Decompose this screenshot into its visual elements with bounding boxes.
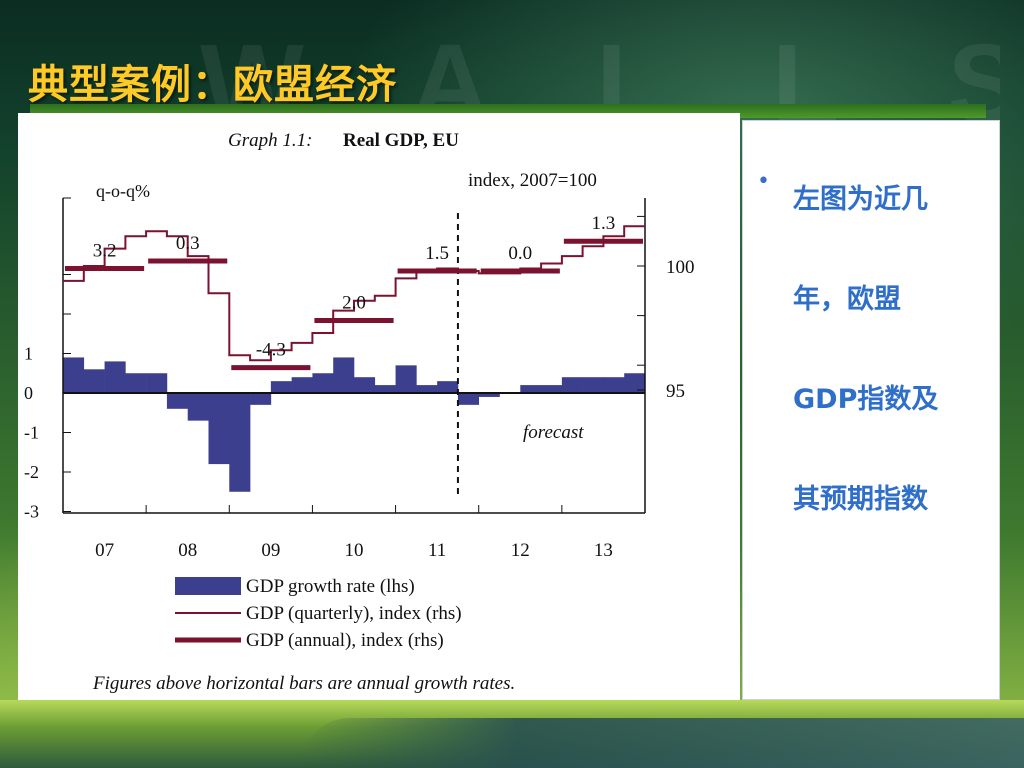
x-tick-label: 11 (428, 540, 446, 561)
x-tick-label: 13 (594, 540, 613, 561)
right-tick-label: 95 (666, 381, 685, 402)
bullet-text-line-2: 年，欧盟 (793, 284, 901, 315)
bottom-band (0, 700, 1024, 768)
chart-panel: Graph 1.1: Real GDP, EU q-o-q% index, 20… (18, 113, 740, 700)
right-axis-label: index, 2007=100 (468, 170, 597, 191)
x-tick-label: 08 (178, 540, 197, 561)
lines-group (63, 225, 645, 371)
growth-bar (270, 381, 292, 393)
legend-label: GDP (quarterly), index (rhs) (246, 603, 462, 624)
growth-bar (520, 385, 542, 393)
growth-bar (291, 377, 313, 393)
chart-title-text: Real GDP, EU (343, 130, 459, 151)
legend-swatch-bars (175, 577, 241, 595)
growth-bar (416, 385, 438, 393)
right-tick-label: 100 (666, 257, 695, 278)
growth-bar (541, 385, 563, 393)
growth-bar (83, 369, 105, 393)
left-tick-label: -1 (24, 423, 39, 443)
growth-bar (63, 357, 85, 393)
chart-title-prefix: Graph 1.1: (228, 130, 312, 151)
growth-bar (603, 377, 625, 393)
annual-growth-label: 0.3 (176, 233, 200, 254)
gdp-chart: Graph 1.1: Real GDP, EU q-o-q% index, 20… (24, 130, 695, 694)
legend-label: GDP (annual), index (rhs) (246, 630, 444, 651)
growth-bar (104, 361, 126, 393)
growth-bar (561, 377, 583, 393)
growth-bar (229, 393, 251, 492)
x-tick-label: 12 (511, 540, 530, 561)
side-panel: • 左图为近几 年，欧盟 GDP指数及 其预期指数 (742, 120, 1000, 700)
chart-title: Graph 1.1: Real GDP, EU (228, 130, 459, 151)
annual-growth-label: 2.0 (342, 293, 366, 314)
growth-bar (208, 393, 230, 465)
legend-label: GDP growth rate (lhs) (246, 576, 415, 597)
growth-bar (166, 393, 189, 409)
left-tick-label: 1 (24, 344, 33, 364)
bullet-text-line-3: GDP指数及 (793, 384, 939, 415)
growth-bar (187, 393, 209, 421)
annual-growth-label: 1.5 (425, 243, 449, 264)
growth-bar (333, 357, 355, 393)
growth-bar (478, 393, 500, 397)
growth-bar (146, 373, 168, 393)
annual-growth-label: 3.2 (93, 240, 117, 261)
growth-bar (437, 381, 459, 393)
bullet-dot: • (757, 169, 770, 194)
growth-bar (457, 393, 480, 405)
x-tick-label: 09 (261, 540, 280, 561)
chart-footnote: Figures above horizontal bars are annual… (92, 673, 515, 694)
quarterly-index-line (63, 225, 645, 362)
forecast-label: forecast (523, 422, 584, 443)
bars-group (63, 357, 646, 492)
growth-bar (354, 377, 376, 393)
growth-bar (395, 365, 417, 393)
left-tick-label: -3 (24, 502, 39, 522)
growth-bar (125, 373, 147, 393)
bullet-text-line-4: 其预期指数 (793, 484, 928, 515)
bullet-text-line-1: 左图为近几 (793, 184, 928, 215)
bottom-swoosh (300, 718, 1024, 768)
left-axis-label: q-o-q% (96, 181, 150, 201)
annual-growth-label: -4.3 (256, 340, 286, 361)
left-tick-label: 0 (24, 383, 33, 403)
annual-growth-label: 1.3 (592, 213, 616, 234)
annual-growth-label: 0.0 (508, 243, 532, 264)
x-tick-label: 07 (95, 540, 114, 561)
slide-title: 典型案例：欧盟经济 (28, 62, 397, 108)
growth-bar (582, 377, 604, 393)
growth-bar (374, 385, 396, 393)
left-tick-label: -2 (24, 462, 39, 482)
x-tick-label: 10 (345, 540, 364, 561)
growth-bar (250, 393, 272, 405)
legend: GDP growth rate (lhs) GDP (quarterly), in… (175, 576, 462, 651)
growth-bar (312, 373, 334, 393)
growth-bar (624, 373, 646, 393)
labels-group: 3.2 0.3 -4.3 2.0 1.5 0.0 1.3 (93, 213, 616, 360)
